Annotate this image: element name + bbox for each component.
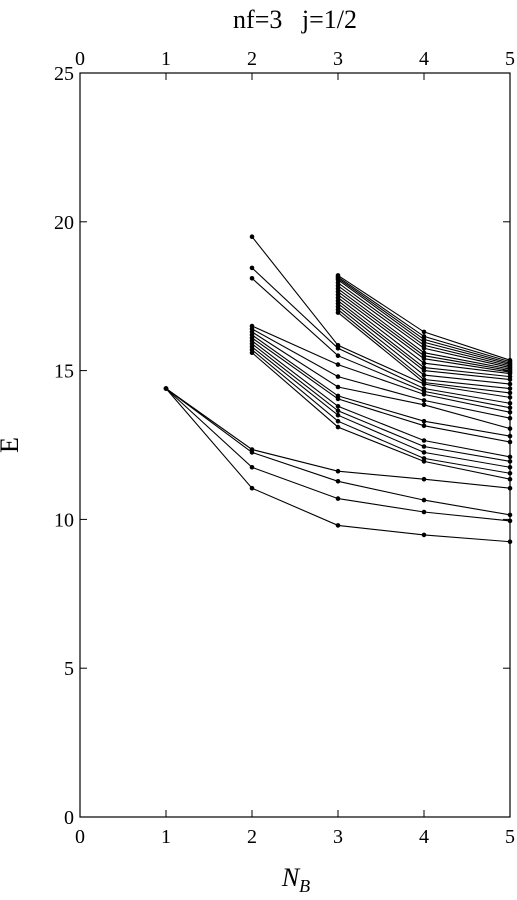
series-line-6: [251, 346, 511, 468]
x-tick-label-bottom-2: 2: [247, 826, 257, 848]
data-point-16-1: [335, 343, 341, 348]
data-point-12-2: [421, 398, 427, 403]
series-line-12: [251, 328, 511, 419]
x-tick-label-bottom-1: 1: [161, 826, 171, 848]
data-point-18-1: [421, 377, 427, 382]
data-point-15-0: [249, 265, 255, 271]
data-point-11-1: [335, 384, 341, 390]
x-tick-label-bottom-0: 0: [75, 826, 85, 848]
data-point-0-2: [335, 523, 341, 528]
x-tick-label-top-1: 1: [161, 48, 171, 70]
y-tick-label-4: 20: [54, 212, 74, 234]
data-point-22-1: [421, 360, 427, 366]
series-line-13: [251, 325, 511, 413]
data-point-1-3: [421, 509, 427, 515]
chart-title: nf=3 j=1/2: [233, 5, 357, 34]
data-point-9-2: [421, 423, 427, 429]
series-line-14: [251, 277, 511, 409]
y-tick-label-0: 0: [64, 807, 74, 829]
data-point-21-1: [421, 365, 427, 370]
data-point-16-0: [249, 234, 255, 239]
data-point-14-1: [335, 353, 341, 359]
data-point-3-3: [421, 476, 427, 482]
x-tick-label-top-0: 0: [75, 48, 85, 70]
data-point-3-1: [249, 447, 255, 452]
x-axis-label: NB: [281, 863, 310, 896]
data-point-4-1: [335, 424, 341, 430]
data-point-5-1: [335, 418, 341, 424]
x-axis-label-subscript: B: [299, 876, 310, 896]
series-line-16: [251, 236, 511, 398]
data-point-10-2: [421, 418, 427, 424]
series-line-8: [251, 340, 511, 458]
data-point-15-2: [421, 386, 427, 391]
series-layer: [163, 234, 513, 544]
data-point-31-1: [421, 329, 427, 335]
data-point-1-1: [249, 465, 255, 470]
data-point-8-1: [335, 404, 341, 409]
x-tick-label-bottom-4: 4: [419, 826, 429, 848]
data-point-14-0: [249, 276, 255, 281]
data-point-31-0: [335, 273, 341, 278]
data-point-13-1: [335, 362, 341, 367]
data-point-0-3: [421, 532, 427, 538]
series-line-11: [251, 331, 511, 430]
data-point-13-0: [249, 323, 255, 329]
data-point-5-2: [421, 456, 427, 461]
x-axis-label-main: N: [281, 863, 301, 892]
series-line-4: [251, 352, 511, 480]
data-point-12-1: [335, 374, 341, 379]
series-line-10: [251, 334, 511, 437]
data-point-6-1: [335, 412, 341, 418]
data-point-1-2: [335, 496, 341, 501]
y-tick-label-1: 5: [64, 658, 74, 680]
x-tick-label-bottom-5: 5: [505, 826, 515, 848]
data-point-25-1: [421, 350, 427, 356]
x-tick-label-bottom-3: 3: [333, 826, 343, 848]
data-point-7-1: [335, 408, 341, 414]
plot-frame: [79, 72, 511, 818]
series-line-7: [251, 343, 511, 462]
data-point-0-1: [249, 485, 255, 491]
data-point-8-2: [421, 438, 427, 443]
data-point-7-2: [421, 444, 427, 449]
data-point-11-2: [421, 402, 427, 408]
data-point-19-1: [421, 372, 427, 378]
x-tick-label-top-3: 3: [333, 48, 343, 70]
y-axis-label: E: [0, 437, 24, 453]
x-tick-label-top-2: 2: [247, 48, 257, 70]
series-line-5: [251, 349, 511, 474]
series-line-9: [251, 337, 511, 443]
y-tick-label-3: 15: [54, 361, 74, 383]
data-point-6-2: [421, 450, 427, 455]
data-point-10-1: [335, 393, 341, 399]
data-point-2-3: [421, 497, 427, 503]
data-point-30-1: [421, 334, 427, 339]
data-point-3-2: [335, 468, 341, 474]
data-point-3-0: [163, 386, 169, 391]
data-point-2-2: [335, 479, 341, 484]
x-tick-label-top-4: 4: [419, 48, 429, 70]
series-line-15: [251, 267, 511, 404]
y-tick-label-2: 10: [54, 509, 74, 531]
y-tick-label-5: 25: [54, 63, 74, 85]
x-tick-label-top-5: 5: [505, 48, 515, 70]
